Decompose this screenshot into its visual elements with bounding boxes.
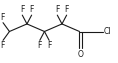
Text: Cl: Cl [104, 27, 112, 36]
Text: F: F [20, 5, 24, 14]
Text: F: F [47, 41, 52, 50]
Text: O: O [78, 50, 84, 59]
Text: F: F [55, 5, 59, 14]
Text: F: F [65, 5, 69, 14]
Text: F: F [0, 41, 5, 50]
Text: F: F [37, 41, 42, 50]
Text: F: F [0, 13, 5, 22]
Text: F: F [30, 5, 34, 14]
